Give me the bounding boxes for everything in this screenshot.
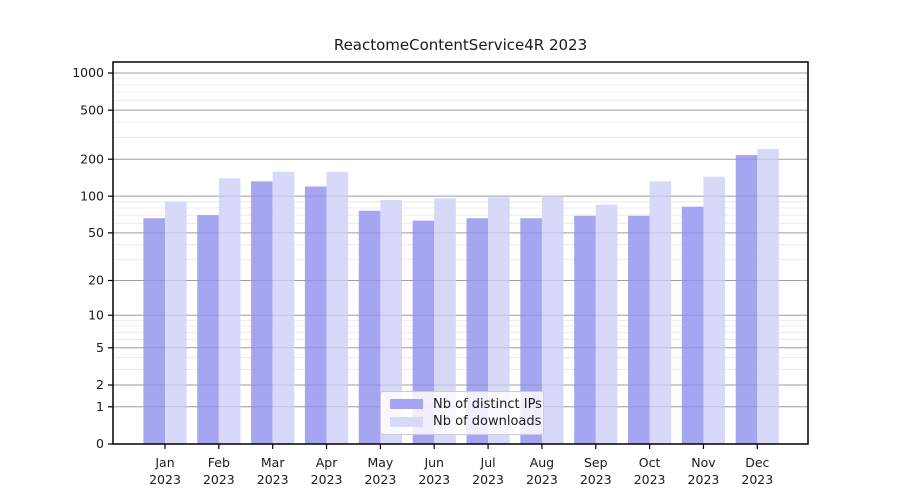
chart-title: ReactomeContentService4R 2023: [333, 36, 588, 54]
bar-nb-distinct-ips: [628, 215, 650, 444]
x-axis-year-label: 2023: [311, 472, 343, 487]
y-axis-tick-label: 50: [88, 225, 104, 240]
bar-nb-distinct-ips: [251, 181, 273, 444]
y-axis-tick-label: 2: [96, 377, 104, 392]
bar-nb-distinct-ips: [735, 155, 758, 444]
y-axis-tick-label: 500: [80, 102, 104, 117]
x-axis-year-label: 2023: [526, 472, 558, 487]
y-axis-tick-label: 1: [96, 399, 104, 414]
bar-nb-distinct-ips: [466, 218, 489, 444]
bar-nb-distinct-ips: [358, 210, 381, 444]
bar-nb-downloads: [541, 195, 564, 444]
x-axis-year-label: 2023: [688, 472, 720, 487]
legend-swatch-downloads: [390, 416, 423, 427]
bar-nb-distinct-ips: [574, 215, 596, 444]
x-axis-month-label: Apr: [316, 455, 338, 470]
x-axis-month-label: May: [367, 455, 393, 470]
x-axis-month-label: Feb: [208, 455, 230, 470]
x-axis-month-label: Jan: [154, 455, 174, 470]
plot-border: [112, 61, 809, 445]
bar-nb-downloads: [649, 181, 672, 444]
bar-nb-downloads: [272, 171, 295, 445]
x-axis-year-label: 2023: [634, 472, 666, 487]
bar-nb-distinct-ips: [681, 206, 704, 444]
bar-nb-downloads: [595, 204, 618, 444]
legend: Nb of distinct IPs Nb of downloads: [380, 391, 544, 435]
bar-nb-downloads: [703, 176, 726, 444]
y-axis-tick-label: 200: [80, 151, 104, 166]
bar-nb-distinct-ips: [304, 186, 327, 445]
x-axis-month-label: Nov: [691, 455, 716, 470]
x-axis-month-label: Sep: [584, 455, 608, 470]
legend-item-distinct-ips: Nb of distinct IPs: [390, 397, 542, 412]
bar-nb-distinct-ips: [412, 220, 435, 444]
bar-nb-downloads: [488, 197, 510, 444]
y-axis-tick-label: 20: [88, 273, 104, 288]
legend-item-downloads: Nb of downloads: [390, 414, 541, 429]
bar-nb-downloads: [757, 149, 779, 444]
x-axis-month-label: Jul: [480, 455, 496, 470]
x-axis-year-label: 2023: [418, 472, 450, 487]
x-axis-month-label: Mar: [261, 455, 285, 470]
bar-nb-distinct-ips: [143, 218, 165, 444]
x-axis-year-label: 2023: [257, 472, 289, 487]
y-axis-tick-label: 1000: [72, 65, 104, 80]
x-axis-year-label: 2023: [472, 472, 504, 487]
bar-nb-distinct-ips: [520, 218, 542, 444]
bar-nb-downloads: [165, 201, 187, 444]
bar-nb-downloads: [434, 198, 456, 444]
y-axis-tick-label: 0: [96, 436, 104, 451]
legend-swatch-distinct-ips: [390, 399, 423, 410]
bar-nb-downloads: [380, 200, 402, 444]
legend-label-distinct-ips: Nb of distinct IPs: [433, 396, 542, 412]
x-axis-year-label: 2023: [741, 472, 773, 487]
y-axis-tick-label: 5: [96, 340, 104, 355]
x-axis-month-label: Jun: [423, 455, 444, 470]
bar-nb-distinct-ips: [197, 215, 219, 444]
y-axis-tick-label: 10: [88, 307, 104, 322]
x-axis-year-label: 2023: [203, 472, 235, 487]
x-axis-month-label: Aug: [530, 455, 554, 470]
legend-label-downloads: Nb of downloads: [433, 414, 542, 430]
bar-nb-downloads: [218, 178, 241, 444]
x-axis-month-label: Oct: [639, 455, 661, 470]
x-axis-year-label: 2023: [580, 472, 612, 487]
x-axis-month-label: Dec: [745, 455, 769, 470]
x-axis-year-label: 2023: [364, 472, 396, 487]
bar-nb-downloads: [326, 171, 349, 445]
x-axis-year-label: 2023: [149, 472, 181, 487]
y-axis-tick-label: 100: [80, 188, 104, 203]
